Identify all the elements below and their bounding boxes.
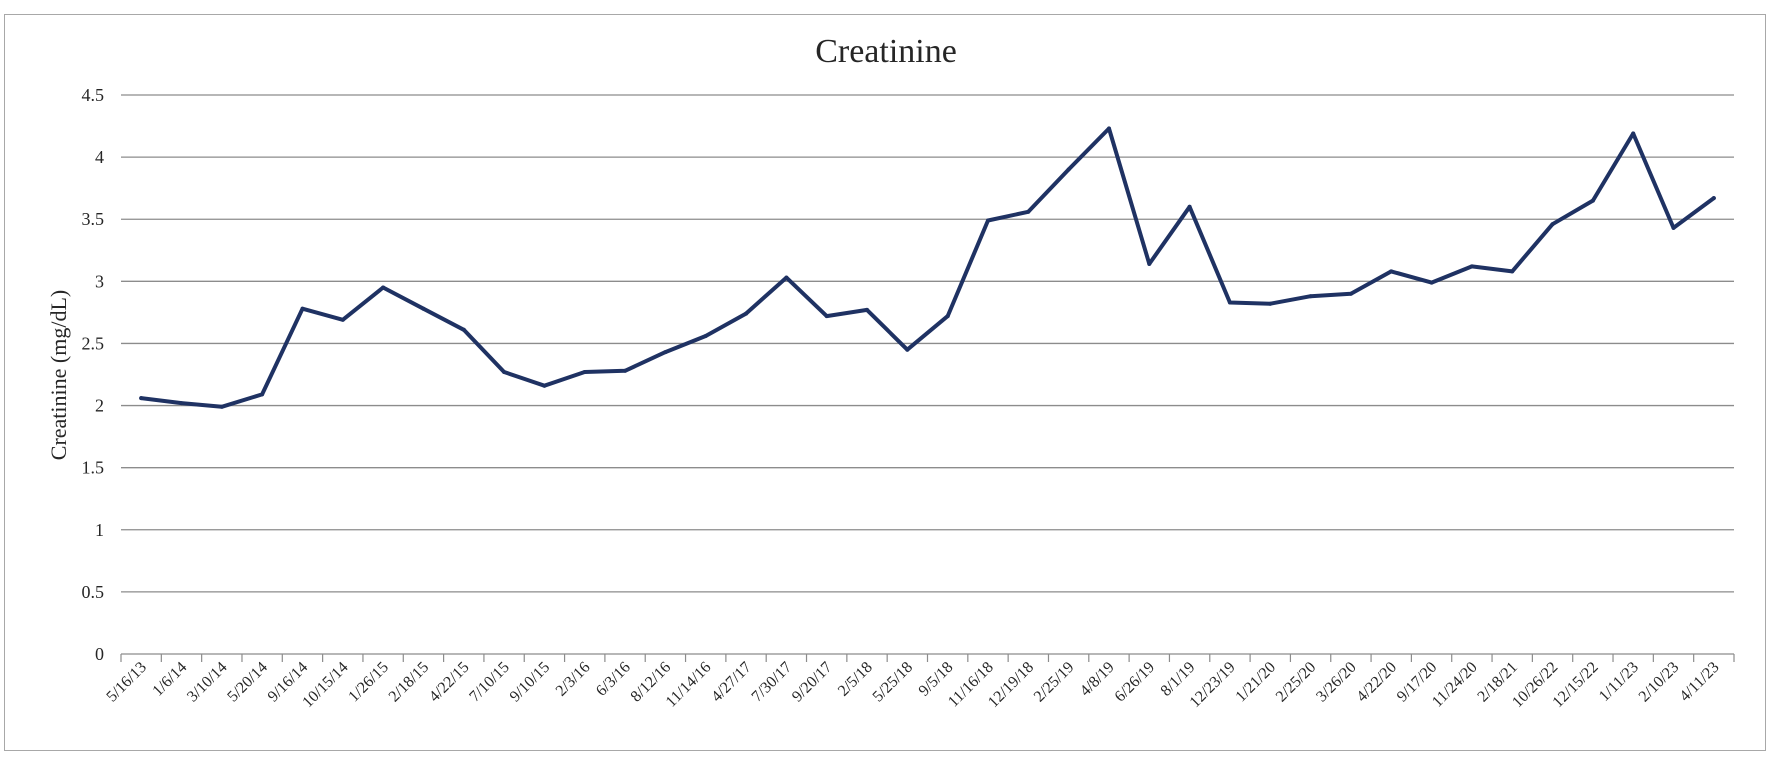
x-axis — [120, 653, 1735, 662]
data-point — [1389, 269, 1394, 274]
y-tick-label: 4.5 — [82, 85, 105, 105]
data-point — [905, 347, 910, 352]
y-tick-label: 3 — [95, 271, 104, 291]
data-point — [784, 275, 789, 280]
data-point — [1429, 280, 1434, 285]
data-point — [1187, 204, 1192, 209]
data-point — [1308, 294, 1313, 299]
x-tick-label: 12/15/22 — [1549, 659, 1601, 711]
x-tick-label: 6/26/19 — [1112, 659, 1159, 706]
gridlines — [121, 94, 1734, 593]
data-point — [1550, 222, 1555, 227]
series-line — [139, 126, 1716, 409]
x-tick-label: 7/10/15 — [466, 659, 513, 706]
data-point — [986, 218, 990, 223]
data-point — [542, 383, 547, 388]
x-tick-label: 10/15/14 — [299, 659, 351, 711]
x-tick-label: 4/11/23 — [1676, 659, 1722, 705]
data-point — [1671, 225, 1676, 230]
x-tick-label: 5/25/18 — [870, 659, 917, 706]
y-tick-label: 4 — [95, 147, 104, 167]
data-point — [663, 350, 668, 355]
data-point — [1469, 264, 1474, 269]
data-point — [623, 368, 628, 373]
data-point — [1227, 300, 1232, 305]
y-tick-label: 1.5 — [82, 458, 105, 478]
x-tick-label: 4/27/17 — [708, 659, 755, 706]
data-point — [1631, 131, 1636, 136]
chart-title: Creatinine — [815, 33, 957, 70]
data-point — [582, 370, 587, 374]
y-axis-ticks: 0 0.5 1 1.5 2 2.5 3 3.5 4 4.5 — [82, 85, 105, 664]
data-point — [824, 314, 829, 319]
data-point — [219, 404, 224, 409]
data-point — [461, 327, 466, 332]
data-point — [865, 307, 869, 312]
data-point — [260, 392, 265, 397]
data-point — [945, 314, 950, 319]
data-point — [381, 285, 386, 290]
x-tick-label: 3/10/14 — [184, 659, 231, 706]
data-point — [502, 370, 507, 374]
x-tick-label: 1/11/23 — [1596, 659, 1642, 705]
x-tick-label: 3/26/20 — [1313, 659, 1360, 706]
x-tick-label: 9/20/17 — [789, 659, 836, 706]
x-tick-label: 2/18/15 — [386, 659, 433, 706]
x-tick-label: 2/3/16 — [553, 659, 594, 700]
x-axis-ticks: 5/16/13 1/6/143/10/145/20/149/16/1410/15/… — [103, 659, 1722, 711]
data-point — [421, 306, 426, 311]
x-tick-label: 7/30/17 — [749, 659, 796, 706]
data-point — [1268, 301, 1273, 306]
x-tick-label: 12/19/18 — [985, 659, 1037, 711]
x-tick-label: 2/25/19 — [1031, 659, 1078, 706]
y-tick-label: 3.5 — [82, 209, 105, 229]
data-point — [744, 311, 748, 316]
y-tick-label: 0.5 — [82, 582, 105, 602]
y-tick-label: 1 — [95, 520, 104, 540]
data-point — [1590, 198, 1595, 203]
chart-frame — [4, 14, 1766, 751]
data-point — [1107, 126, 1111, 131]
data-point — [1066, 167, 1071, 172]
x-tick-label: 9/10/15 — [507, 659, 554, 706]
data-point — [300, 306, 305, 311]
data-point — [139, 396, 144, 401]
x-tick-label: 2/10/23 — [1636, 659, 1683, 706]
series-group — [139, 126, 1716, 409]
data-point — [1026, 209, 1031, 214]
x-tick-label: 1/26/15 — [345, 659, 392, 706]
data-point — [340, 317, 345, 322]
x-tick-label: 11/14/16 — [663, 659, 715, 711]
x-tick-label: 5/16/13 — [103, 659, 150, 706]
x-tick-label: 4/22/20 — [1353, 659, 1400, 706]
x-tick-label: 2/25/20 — [1273, 659, 1320, 706]
data-point — [1348, 291, 1353, 296]
x-tick-label: 11/24/20 — [1429, 659, 1481, 711]
data-point — [179, 401, 184, 406]
data-point — [1711, 196, 1716, 201]
data-point — [703, 334, 708, 338]
x-tick-label: 4/22/15 — [426, 659, 473, 706]
data-point — [1510, 269, 1515, 274]
x-tick-label: 1/21/20 — [1232, 659, 1279, 706]
y-tick-label: 2 — [95, 396, 104, 416]
y-tick-label: 2.5 — [82, 333, 105, 353]
y-tick-label: 0 — [95, 644, 104, 664]
data-point — [1147, 261, 1152, 266]
x-tick-label: 5/20/14 — [224, 659, 271, 706]
y-axis-label: Creatinine (mg/dL) — [46, 290, 71, 460]
x-tick-label: 12/23/19 — [1187, 659, 1239, 711]
